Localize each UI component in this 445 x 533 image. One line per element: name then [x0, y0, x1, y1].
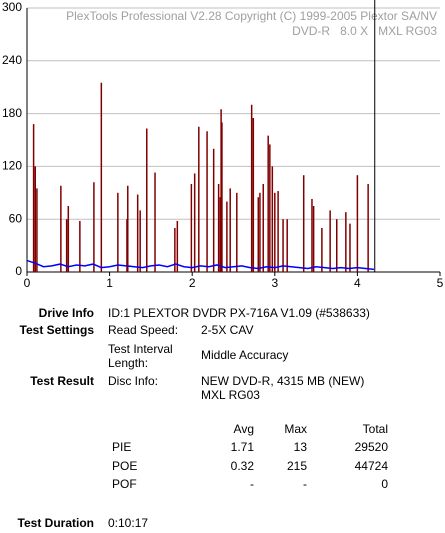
value: MXL RG03	[201, 388, 260, 402]
table-header: Max	[284, 422, 307, 436]
y-tick-label: 120	[2, 159, 22, 173]
y-tick-label: 0	[15, 264, 22, 278]
table-cell: POF	[112, 477, 137, 491]
x-tick-label: 2	[189, 276, 196, 290]
table-cell: 0	[381, 477, 388, 491]
y-tick-label: 60	[9, 211, 23, 225]
y-tick-label: 300	[2, 0, 22, 14]
key: Read Speed:	[108, 323, 179, 337]
value: Middle Accuracy	[201, 348, 289, 362]
annotation: PlexTools Professional V2.28 Copyright (…	[66, 9, 437, 23]
line	[26, 259, 374, 271]
value: ID:1 PLEXTOR DVDR PX-716A V1.09 (#538633…	[108, 306, 370, 320]
key: Test Interval Length:	[108, 342, 173, 370]
x-tick-label: 3	[271, 276, 278, 290]
table-cell: 0.32	[230, 458, 254, 473]
table-cell: 13	[293, 440, 307, 454]
table-cell: 215	[286, 458, 307, 473]
table-cell: -	[303, 477, 307, 491]
label: Test Duration	[17, 516, 94, 530]
table-cell: 1.71	[230, 440, 254, 454]
table-header: Avg	[233, 422, 254, 436]
value: NEW DVD-R, 4315 MB (NEW)	[201, 374, 365, 388]
y-tick-label: 240	[2, 53, 22, 67]
x-tick-label: 0	[24, 276, 31, 290]
label: Drive Info	[38, 306, 94, 320]
chart: PlexTools Professional V2.28 Copyright (…	[2, 0, 444, 290]
table-cell: 44724	[354, 458, 388, 473]
table-cell: PIE	[112, 440, 132, 454]
key: Disc Info:	[108, 374, 159, 388]
value: 0:10:17	[108, 516, 149, 530]
x-tick-label: 5	[437, 276, 444, 290]
table-cell: -	[250, 477, 254, 491]
x-tick-label: 1	[106, 276, 113, 290]
x-tick-label: 4	[354, 276, 361, 290]
annotation: DVD-R 8.0 X MXL RG03	[292, 24, 437, 38]
table-header: Total	[362, 422, 388, 436]
value: 2-5X CAV	[201, 323, 254, 337]
label: Test Settings	[19, 323, 94, 337]
y-tick-label: 180	[2, 106, 22, 120]
table-cell: POE	[112, 458, 138, 473]
label: Test Result	[30, 374, 94, 388]
table-cell: 29520	[354, 440, 388, 454]
